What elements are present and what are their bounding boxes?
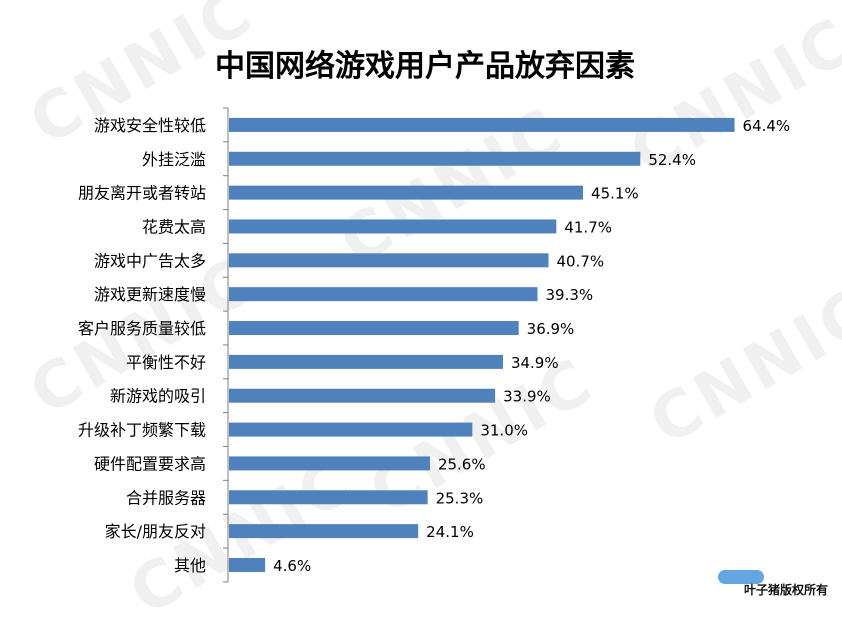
category-label: 花费太高 <box>142 217 206 236</box>
data-label: 4.6% <box>273 557 311 575</box>
data-label: 41.7% <box>564 218 612 236</box>
bar <box>229 321 519 336</box>
data-label: 25.6% <box>438 455 486 473</box>
category-label: 新游戏的吸引 <box>110 387 206 406</box>
category-label: 外挂泛滥 <box>142 150 206 169</box>
chart-title: 中国网络游戏用户产品放弃因素 <box>215 49 635 84</box>
bar <box>229 185 584 200</box>
data-label: 45.1% <box>591 185 639 203</box>
data-label: 34.9% <box>511 354 559 372</box>
bar <box>229 219 557 234</box>
category-label: 其他 <box>174 556 206 575</box>
data-label: 36.9% <box>527 320 575 338</box>
bar <box>229 557 266 572</box>
bar <box>229 354 503 369</box>
bar <box>229 253 549 268</box>
bar-chart: 中国网络游戏用户产品放弃因素 游戏安全性较低 64.4% 外挂泛滥 52.4% 朋友离开… <box>78 49 791 583</box>
data-label: 31.0% <box>480 422 528 440</box>
category-label: 游戏更新速度慢 <box>94 285 206 304</box>
data-label: 64.4% <box>743 117 791 135</box>
logo-icon <box>718 570 764 584</box>
category-label: 朋友离开或者转站 <box>78 184 206 203</box>
bars-group: 游戏安全性较低 64.4% 外挂泛滥 52.4% 朋友离开或者转站 45.1% 花费太高 41… <box>78 107 791 583</box>
bar <box>229 456 430 471</box>
category-label: 家长/朋友反对 <box>105 522 206 541</box>
data-label: 25.3% <box>436 489 484 507</box>
bar <box>229 422 473 437</box>
bar <box>229 287 538 302</box>
bar <box>229 117 735 132</box>
category-label: 升级补丁频繁下载 <box>78 421 206 440</box>
category-label: 游戏安全性较低 <box>94 116 206 135</box>
bar <box>229 490 428 505</box>
data-label: 40.7% <box>556 252 604 270</box>
category-label: 客户服务质量较低 <box>78 319 206 338</box>
category-label: 游戏中广告太多 <box>94 251 206 270</box>
data-label: 33.9% <box>503 388 551 406</box>
copyright-credit: 叶子猪版权所有 <box>743 583 828 597</box>
data-label: 39.3% <box>546 286 594 304</box>
category-label: 合并服务器 <box>126 488 206 507</box>
bar <box>229 524 419 539</box>
bar <box>229 388 496 403</box>
category-label: 平衡性不好 <box>126 353 206 372</box>
bar <box>229 151 641 166</box>
data-label: 52.4% <box>648 151 696 169</box>
data-label: 24.1% <box>426 523 474 541</box>
category-label: 硬件配置要求高 <box>94 454 206 473</box>
